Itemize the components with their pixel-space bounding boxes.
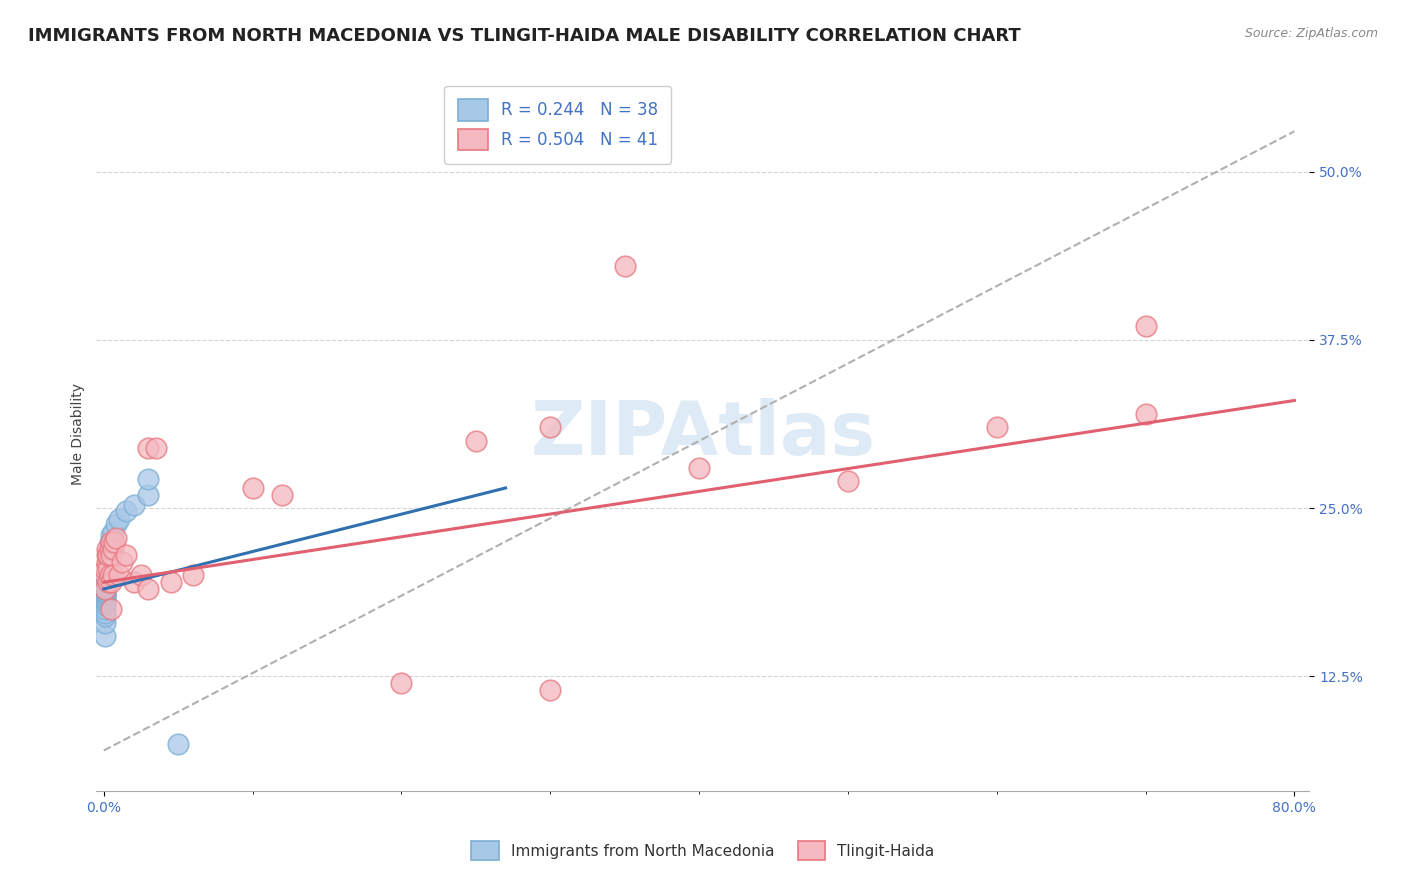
Point: [538, 420, 561, 434]
Point: [94, 581, 117, 595]
Point: [837, 475, 859, 489]
Point: [986, 420, 1008, 434]
Point: [94, 608, 117, 623]
Point: [122, 499, 145, 513]
Point: [464, 434, 486, 448]
Legend: Immigrants from North Macedonia, Tlingit-Haida: Immigrants from North Macedonia, Tlingit…: [465, 835, 941, 866]
Point: [104, 531, 127, 545]
Point: [94, 589, 117, 603]
Point: [101, 525, 124, 540]
Point: [115, 549, 138, 563]
Point: [96, 573, 118, 587]
Y-axis label: Male Disability: Male Disability: [72, 384, 86, 485]
Point: [101, 541, 124, 556]
Point: [96, 549, 118, 563]
Point: [94, 583, 117, 598]
Point: [138, 582, 160, 596]
Point: [94, 595, 117, 609]
Point: [94, 592, 117, 607]
Point: [181, 568, 204, 582]
Point: [97, 555, 120, 569]
Point: [100, 575, 122, 590]
Point: [96, 541, 118, 556]
Point: [94, 579, 117, 593]
Point: [94, 576, 117, 591]
Point: [96, 570, 118, 584]
Point: [107, 512, 129, 526]
Point: [138, 488, 160, 502]
Point: [100, 534, 122, 549]
Point: [391, 676, 413, 690]
Point: [98, 568, 121, 582]
Point: [94, 602, 117, 616]
Point: [103, 534, 125, 549]
Point: [94, 629, 117, 643]
Point: [94, 578, 117, 592]
Point: [613, 259, 636, 273]
Point: [96, 571, 118, 585]
Point: [98, 541, 121, 556]
Point: [159, 575, 181, 590]
Point: [94, 606, 117, 620]
Point: [94, 575, 117, 590]
Point: [97, 562, 120, 576]
Point: [101, 568, 124, 582]
Text: Source: ZipAtlas.com: Source: ZipAtlas.com: [1244, 27, 1378, 40]
Point: [1135, 319, 1157, 334]
Point: [94, 582, 117, 596]
Point: [100, 549, 122, 563]
Point: [538, 682, 561, 697]
Point: [1135, 407, 1157, 421]
Point: [122, 575, 145, 590]
Point: [100, 528, 122, 542]
Point: [94, 584, 117, 599]
Point: [96, 555, 118, 569]
Point: [97, 549, 120, 563]
Point: [138, 441, 160, 455]
Text: ZIPAtlas: ZIPAtlas: [530, 398, 876, 471]
Point: [94, 615, 117, 630]
Point: [129, 568, 152, 582]
Text: IMMIGRANTS FROM NORTH MACEDONIA VS TLINGIT-HAIDA MALE DISABILITY CORRELATION CHA: IMMIGRANTS FROM NORTH MACEDONIA VS TLING…: [28, 27, 1021, 45]
Point: [94, 598, 117, 612]
Point: [94, 562, 117, 576]
Point: [145, 441, 167, 455]
Point: [94, 591, 117, 606]
Point: [688, 460, 710, 475]
Point: [138, 471, 160, 485]
Point: [94, 586, 117, 600]
Legend: R = 0.244   N = 38, R = 0.504   N = 41: R = 0.244 N = 38, R = 0.504 N = 41: [444, 86, 672, 163]
Point: [94, 568, 117, 582]
Point: [167, 737, 190, 751]
Point: [94, 582, 117, 596]
Point: [98, 541, 121, 556]
Point: [97, 549, 120, 563]
Point: [100, 602, 122, 616]
Point: [271, 488, 294, 502]
Point: [115, 504, 138, 518]
Point: [97, 575, 120, 590]
Point: [98, 534, 121, 549]
Point: [94, 587, 117, 601]
Point: [242, 481, 264, 495]
Point: [111, 555, 134, 569]
Point: [96, 568, 118, 582]
Point: [96, 574, 118, 588]
Point: [107, 568, 129, 582]
Point: [104, 517, 127, 532]
